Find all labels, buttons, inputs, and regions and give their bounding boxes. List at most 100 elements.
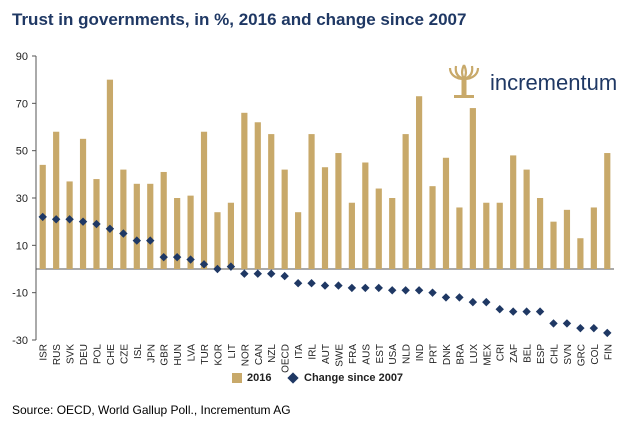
legend-label-2016: 2016 [247, 372, 272, 384]
x-tick-label: ESP [536, 344, 547, 364]
tree-logo-icon [448, 64, 480, 98]
bar-series [39, 79, 611, 270]
change-marker [361, 283, 370, 293]
bar [106, 79, 114, 270]
change-marker [320, 281, 330, 290]
x-tick-label: PRT [429, 344, 440, 364]
change-marker [495, 305, 504, 314]
x-tick-label: CHE [106, 344, 117, 365]
y-tick-label: -10 [12, 288, 28, 300]
change-marker [347, 283, 357, 293]
x-tick-label: AUS [361, 344, 372, 365]
change-marker [38, 212, 47, 222]
x-tick-label: KOR [213, 344, 224, 366]
x-tick-label: NZL [267, 344, 278, 363]
change-marker [159, 252, 168, 262]
change-marker [267, 269, 276, 278]
change-marker [253, 269, 262, 278]
legend-item-2016: 2016 [232, 372, 271, 384]
y-tick-label: 30 [16, 193, 28, 205]
x-tick-label: ISR [39, 344, 50, 361]
x-tick-label: OECD [281, 344, 292, 373]
change-marker [92, 219, 101, 229]
x-tick-label: SVK [66, 344, 77, 364]
change-marker [105, 224, 115, 233]
change-marker [562, 319, 572, 328]
bar [536, 198, 544, 269]
legend-bar-swatch [232, 373, 242, 383]
x-tick-label: FIN [603, 344, 614, 360]
y-tick-label: 50 [16, 146, 28, 158]
change-marker [401, 286, 410, 295]
bar [469, 108, 476, 269]
change-marker [388, 286, 397, 295]
x-tick-label: ZAF [509, 344, 520, 363]
bar [254, 122, 261, 270]
bar [510, 155, 517, 269]
x-tick-label: LVA [187, 344, 198, 362]
change-marker [65, 215, 74, 224]
bar [550, 221, 557, 269]
bar [227, 202, 234, 269]
x-tick-label: CZE [119, 344, 130, 364]
bar [416, 96, 423, 269]
bar [160, 171, 167, 269]
bar [429, 186, 436, 269]
x-tick-label: SVN [563, 344, 574, 365]
bar [577, 238, 584, 269]
x-tick-label: JPN [146, 344, 157, 363]
change-marker [226, 262, 236, 271]
y-tick-label: 70 [16, 98, 28, 110]
change-marker [280, 271, 289, 281]
incrementum-logo: incrementum [446, 64, 626, 104]
change-marker [428, 288, 437, 297]
change-marker [549, 319, 558, 328]
change-marker [535, 307, 545, 316]
x-tick-label: HUN [173, 344, 184, 366]
change-marker [468, 297, 478, 307]
bar [348, 202, 355, 269]
bar [120, 169, 127, 269]
change-marker [482, 297, 491, 307]
change-marker [589, 323, 599, 333]
bar [66, 181, 73, 269]
bar [321, 167, 329, 269]
legend-label-change: Change since 2007 [304, 372, 404, 384]
x-tick-label: GRC [576, 344, 587, 366]
x-tick-label: IND [415, 344, 426, 361]
change-marker [51, 215, 61, 224]
x-tick-label: TUR [200, 344, 211, 365]
x-tick-label: CHL [550, 344, 561, 364]
logo-text: incrementum [490, 70, 618, 95]
x-tick-label: ITA [294, 344, 305, 359]
bar [523, 169, 530, 269]
bar [53, 131, 60, 269]
bar [200, 131, 208, 269]
bar [308, 134, 315, 269]
source-note: Source: OECD, World Gallup Poll., Increm… [12, 403, 291, 417]
x-tick-label: USA [388, 344, 399, 365]
change-marker [78, 217, 88, 226]
bar [281, 169, 288, 269]
bar [483, 202, 490, 269]
bar [187, 195, 194, 269]
x-tick-label: DEU [79, 344, 90, 365]
bar [590, 207, 597, 269]
x-tick-label: NLD [402, 344, 413, 364]
x-tick-label: LIT [227, 344, 238, 358]
x-tick-label: EST [375, 344, 386, 363]
chart-title: Trust in governments, in %, 2016 and cha… [12, 10, 467, 29]
x-tick-label: MEX [482, 344, 493, 366]
x-tick-label: ISL [133, 344, 144, 359]
bar [402, 134, 409, 269]
x-tick-label: POL [92, 344, 103, 364]
bar [268, 134, 275, 269]
change-marker [455, 293, 464, 302]
change-marker [199, 260, 209, 269]
x-tick-label: COL [590, 344, 601, 365]
change-marker [132, 236, 142, 245]
change-marker [186, 255, 195, 264]
y-tick-label: 10 [16, 240, 28, 252]
bar [604, 153, 611, 269]
